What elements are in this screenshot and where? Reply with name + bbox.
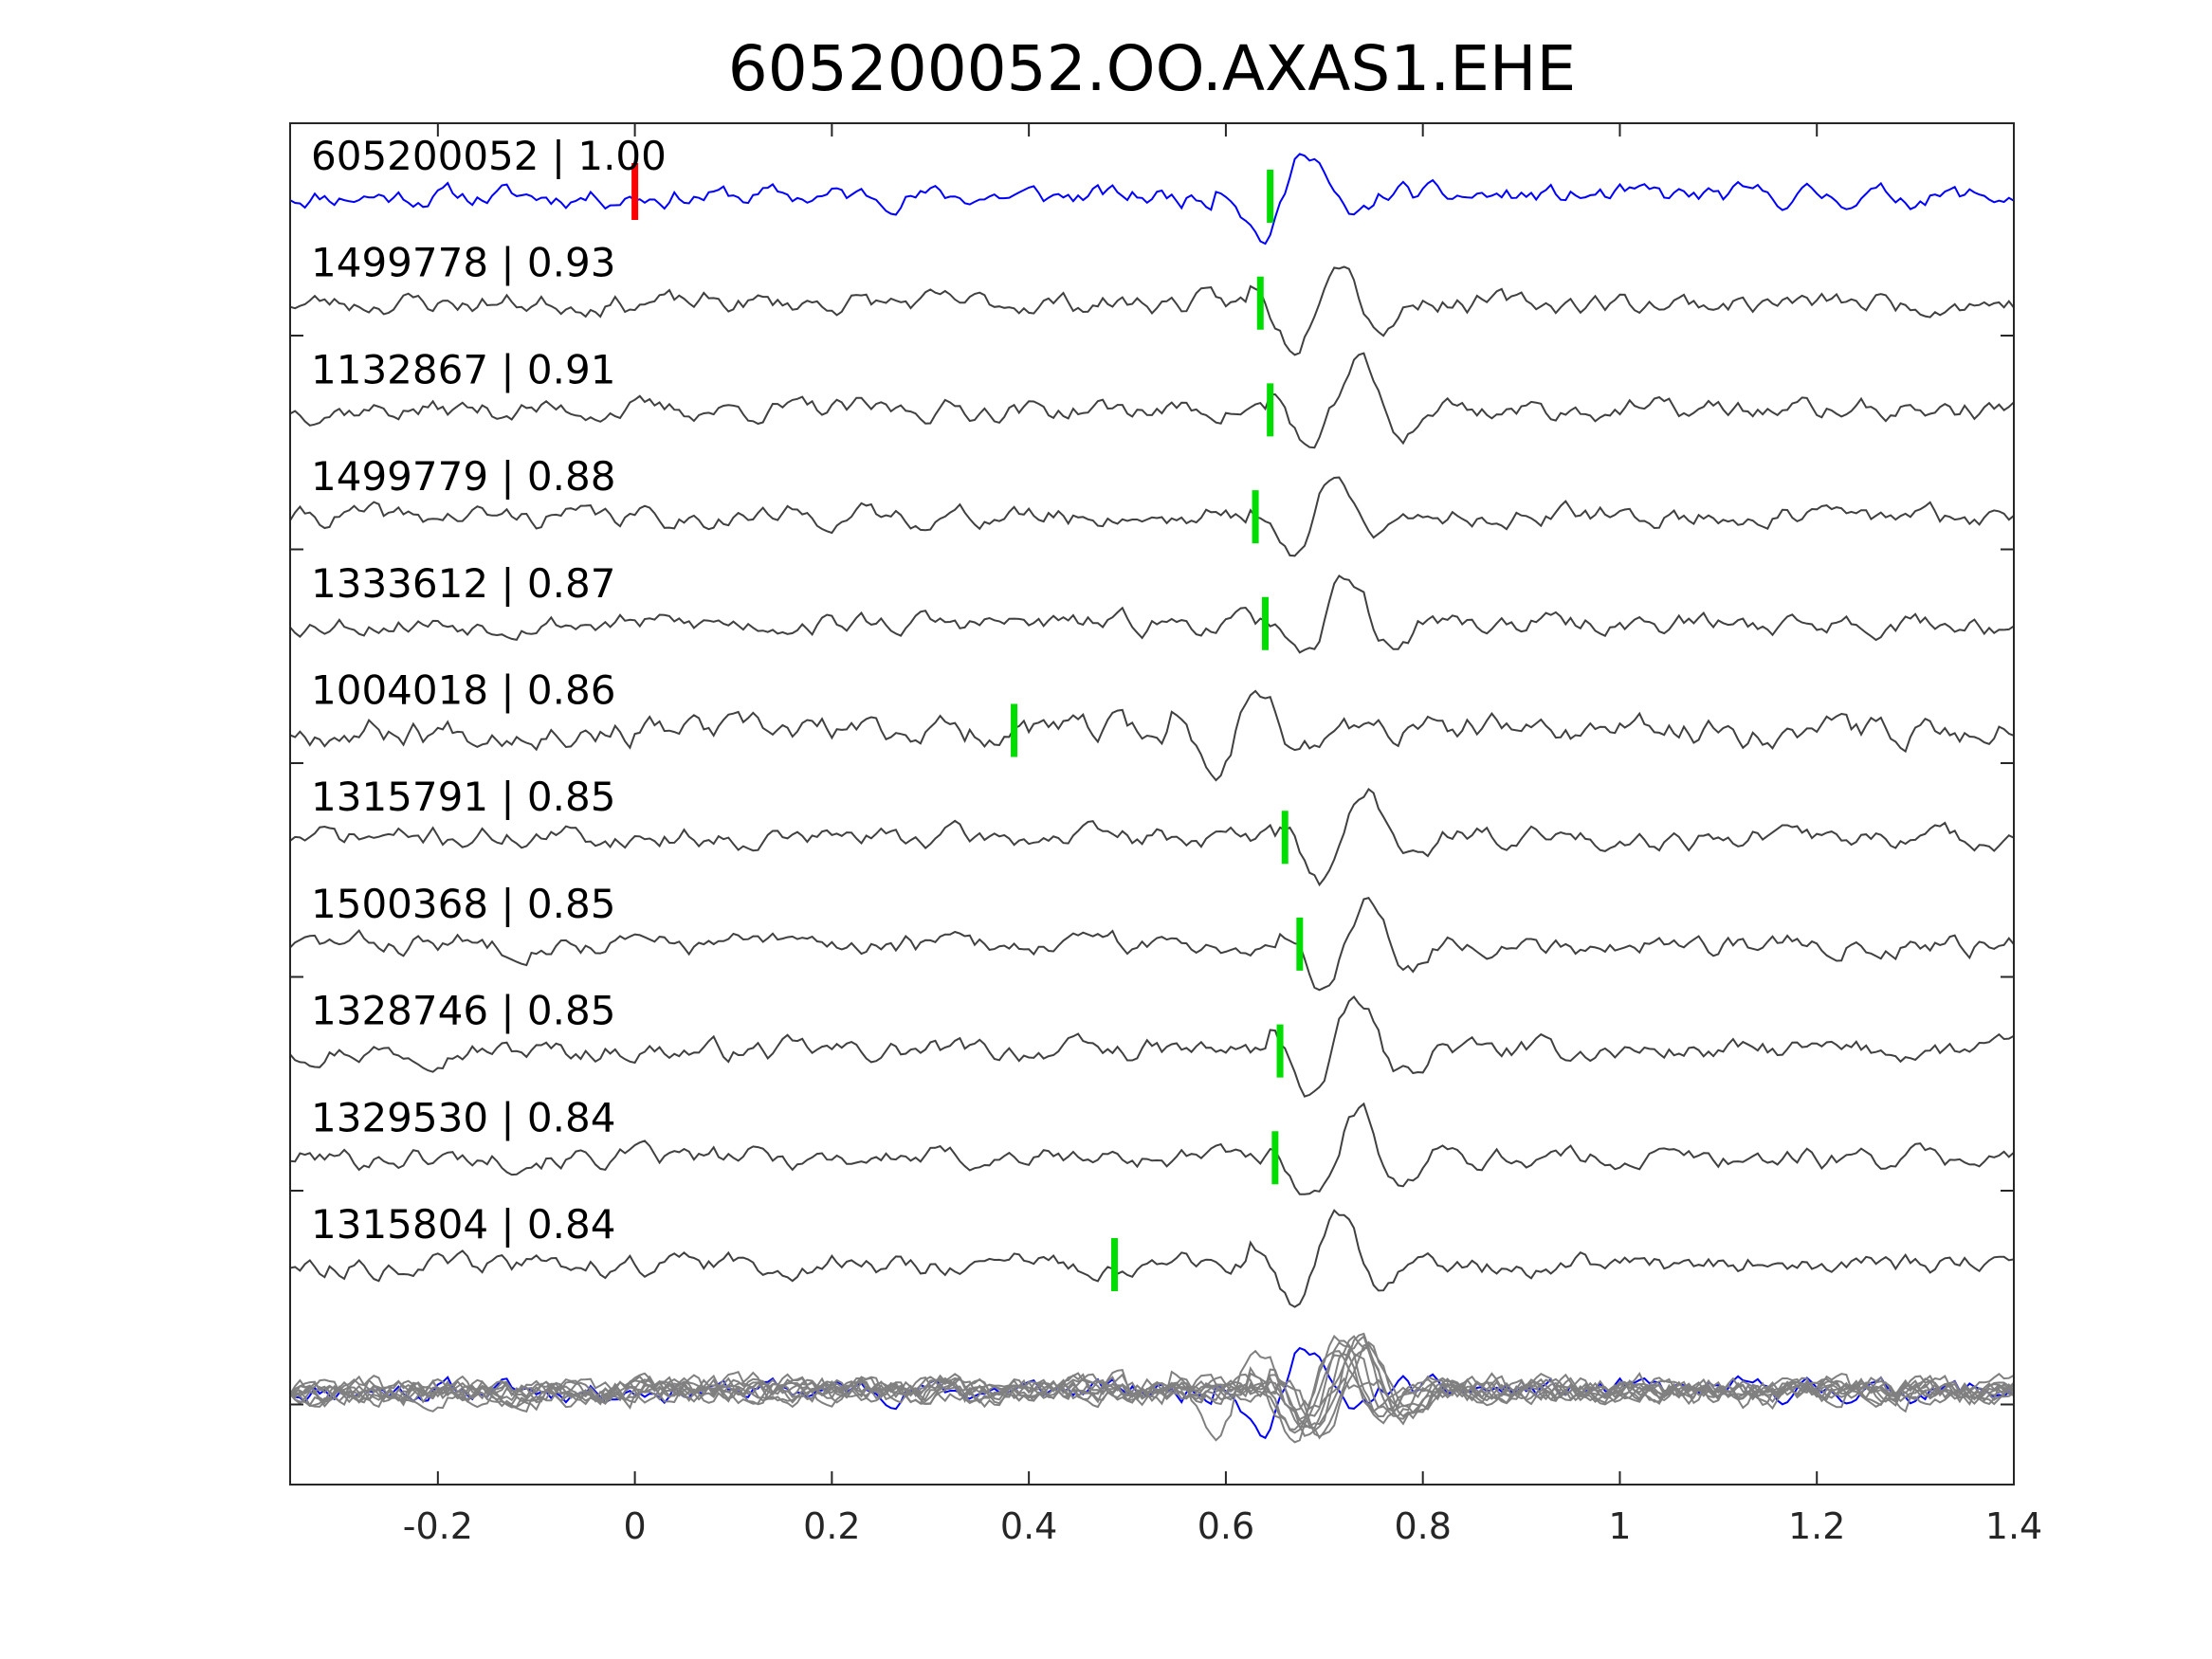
template-trace-line <box>290 476 2014 557</box>
template-trace-line <box>290 995 2014 1098</box>
trace-label: 1315791 | 0.85 <box>311 774 615 820</box>
template-trace-line <box>290 265 2014 356</box>
overlay-trace-line <box>290 1334 2014 1429</box>
stacked-overlay-group <box>290 1332 2014 1444</box>
x-tick-label: 1.4 <box>1985 1505 2042 1547</box>
overlay-trace-line <box>290 1334 2014 1434</box>
template-trace-line <box>290 689 2014 782</box>
x-tick-label: -0.2 <box>403 1505 473 1547</box>
x-tick-label: 0.6 <box>1197 1505 1254 1547</box>
trace-label: 1333612 | 0.87 <box>311 560 615 607</box>
master-trace-line <box>290 153 2014 246</box>
template-trace-line <box>290 574 2014 654</box>
plot-frame <box>289 122 2015 1486</box>
template-trace-line <box>290 1209 2014 1308</box>
x-tick-label: 0 <box>624 1505 647 1547</box>
trace-label: 1315804 | 0.84 <box>311 1201 615 1248</box>
trace-label: 1499779 | 0.88 <box>311 453 615 500</box>
y-axis-ticks <box>290 335 2014 1406</box>
x-tick-label: 0.4 <box>1000 1505 1057 1547</box>
trace-label: 1499778 | 0.93 <box>311 240 615 286</box>
chart-title: 605200052.OO.AXAS1.EHE <box>728 32 1577 105</box>
x-axis-ticks: -0.2 0 0.2 0.4 0.6 0.8 1 1.2 1.4 <box>403 123 2042 1547</box>
trace-label: 1004018 | 0.86 <box>311 667 615 714</box>
template-trace-line <box>290 896 2014 992</box>
template-trace-line <box>290 788 2014 887</box>
x-tick-label: 0.2 <box>803 1505 860 1547</box>
trace-label-group: 605200052 | 1.00 1499778 | 0.93 1132867 | … <box>311 133 667 1248</box>
x-tick-label: 1.2 <box>1788 1505 1845 1547</box>
template-trace-line <box>290 352 2014 449</box>
template-trace-line <box>290 1102 2014 1195</box>
x-tick-label: 0.8 <box>1394 1505 1451 1547</box>
pick-marker-group <box>631 163 1304 1291</box>
trace-label: 1328746 | 0.85 <box>311 988 615 1034</box>
trace-label: 1500368 | 0.85 <box>311 881 615 927</box>
trace-label: 1329530 | 0.84 <box>311 1094 615 1140</box>
overlay-trace-line <box>290 1353 2014 1444</box>
x-tick-label: 1 <box>1608 1505 1631 1547</box>
trace-label: 1132867 | 0.91 <box>311 346 615 392</box>
trace-label: 605200052 | 1.00 <box>311 133 667 179</box>
